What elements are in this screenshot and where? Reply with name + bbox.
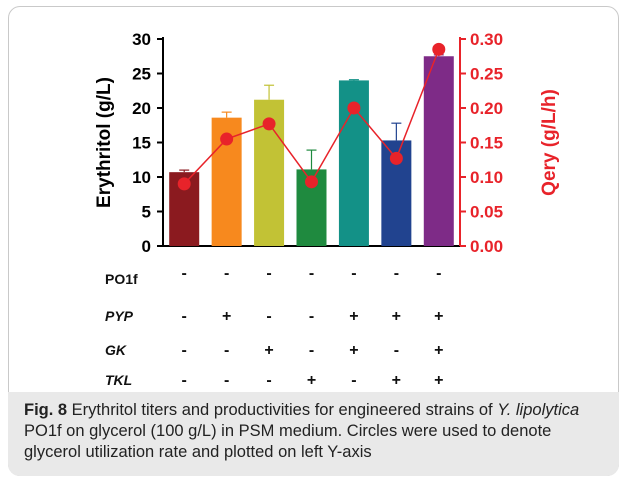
genotype-symbol: - [266,265,271,282]
genotype-symbol: - [266,308,271,325]
right-tick-label: 0.15 [470,134,503,153]
left-tick-label: 30 [132,30,151,49]
row-label-gk: GK [105,342,127,358]
genotype-symbol: - [351,265,356,282]
genotype-symbol: + [434,342,443,359]
genotype-symbol: + [222,308,231,325]
rate-point [389,151,403,165]
caption-text-2: PO1f on glycerol (100 g/L) in PSM medium… [24,422,552,461]
caption-species: Y. lipolytica [497,401,580,419]
genotype-symbol: + [434,308,443,325]
genotype-symbol: - [224,342,229,359]
rate-point [262,117,276,131]
genotype-symbol: - [309,342,314,359]
genotype-symbol: - [394,265,399,282]
caption-label: Fig. 8 [24,401,68,419]
left-tick-label: 5 [142,203,151,222]
rate-point [432,42,446,56]
right-tick-label: 0.10 [470,168,503,187]
bars [169,56,454,247]
right-tick-label: 0.00 [470,237,503,256]
genotype-symbol: - [224,265,229,282]
error-bars [179,54,444,173]
figure-caption: Fig. 8 Erythritol titers and productivit… [8,392,619,476]
strain-genotype-table: PO1f - - - - - - - PYP - + - - + + + GK - - + - + - + TKL - - - + - + + [105,265,443,389]
genotype-symbol: - [309,265,314,282]
right-tick-label: 0.30 [470,30,503,49]
genotype-symbol: - [224,372,229,389]
rate-point [220,132,234,146]
genotype-symbol: - [351,372,356,389]
genotype-symbol: - [182,308,187,325]
row-label-pyp: PYP [105,308,134,324]
genotype-symbol: - [182,372,187,389]
left-tick-label: 15 [132,134,151,153]
row-label-tkl: TKL [105,372,132,388]
tick-labels: 0 5 10 15 20 25 30 0.00 0.05 0.10 0.15 0.20 0.25 0.30 [132,30,503,256]
rate-point [347,101,361,115]
genotype-symbol: + [349,342,358,359]
rate-point [177,177,191,191]
genotype-symbol: + [434,372,443,389]
left-tick-label: 10 [132,168,151,187]
row-label-po1f: PO1f [105,271,138,287]
genotype-symbol: - [309,308,314,325]
left-axis-label: Erythritol (g/L) [94,77,115,208]
genotype-symbol: + [392,372,401,389]
right-tick-label: 0.05 [470,203,503,222]
genotype-symbol: + [264,342,273,359]
genotype-symbol: - [182,265,187,282]
genotype-symbol: - [182,342,187,359]
right-tick-label: 0.25 [470,65,503,84]
chart: 0 5 10 15 20 25 30 0.00 0.05 0.10 0.15 0.20 0.25 0.30… [94,30,560,389]
caption-text-1: Erythritol titers and productivities for… [67,401,498,419]
rate-point [305,175,318,189]
right-tick-label: 0.20 [470,99,503,118]
genotype-symbol: - [266,372,271,389]
left-tick-label: 0 [142,237,151,256]
bar [423,56,454,246]
genotype-symbol: + [392,308,401,325]
right-axis-label: Qery (g/L/h) [539,89,560,196]
genotype-symbol: - [394,342,399,359]
left-tick-label: 25 [132,65,151,84]
genotype-symbol: - [436,265,441,282]
genotype-symbol: + [349,308,358,325]
rate-line [177,42,446,191]
left-tick-label: 20 [132,99,151,118]
genotype-symbol: + [307,372,316,389]
